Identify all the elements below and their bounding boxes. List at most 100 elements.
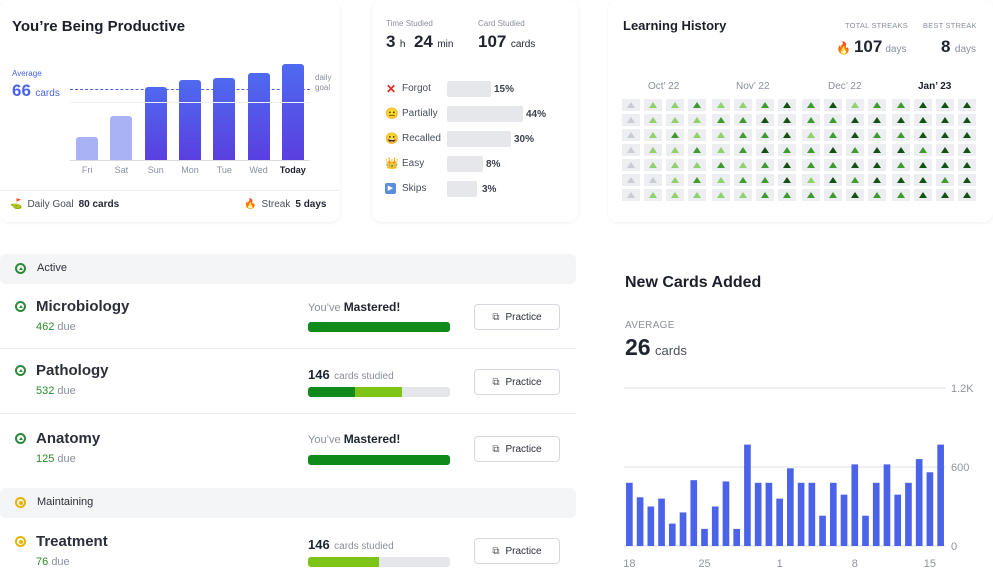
goal-line-label: daily goal bbox=[315, 73, 331, 93]
deck-row[interactable]: Anatomy 125 due You’ve Mastered! ⧉ Pract… bbox=[0, 416, 576, 482]
streak-mountain-icon bbox=[963, 192, 971, 198]
streak-mountain-icon bbox=[919, 147, 927, 153]
history-cell bbox=[756, 159, 774, 171]
deck-row[interactable]: Pathology 532 due 146 cards studied ⧉ Pr… bbox=[0, 350, 576, 412]
deck-row[interactable]: Microbiology 462 due You’ve Mastered! ⧉ … bbox=[0, 286, 576, 348]
progress-segment-mastered bbox=[308, 322, 450, 332]
streak-mountain-icon bbox=[649, 102, 657, 108]
streak-mountain-icon bbox=[941, 102, 949, 108]
history-cell bbox=[824, 174, 842, 186]
history-cell bbox=[622, 159, 640, 171]
deck-progress-bar bbox=[308, 387, 450, 397]
history-cell bbox=[666, 174, 684, 186]
history-cell bbox=[936, 99, 954, 111]
history-cell bbox=[644, 144, 662, 156]
deck-due: 125 due bbox=[36, 453, 76, 465]
streak-mountain-icon bbox=[897, 177, 905, 183]
streak-mountain-icon bbox=[693, 132, 701, 138]
practice-button[interactable]: ⧉ Practice bbox=[474, 304, 560, 330]
history-cell bbox=[846, 129, 864, 141]
x-tick-label: 15 bbox=[924, 558, 936, 570]
history-cell bbox=[914, 129, 932, 141]
streak-mountain-icon bbox=[941, 177, 949, 183]
streak-mountain-icon bbox=[717, 117, 725, 123]
status-text: Mastered! bbox=[343, 432, 401, 446]
streak-mountain-icon bbox=[873, 192, 881, 198]
practice-button[interactable]: ⧉ Practice bbox=[474, 538, 560, 564]
streak-mountain-icon bbox=[671, 177, 679, 183]
history-cell bbox=[778, 144, 796, 156]
active-icon bbox=[15, 263, 26, 274]
history-cell bbox=[688, 174, 706, 186]
history-cell bbox=[936, 174, 954, 186]
month-label: Oct’ 22 bbox=[648, 81, 680, 92]
minutes-value: 24 bbox=[413, 32, 433, 51]
history-cell bbox=[666, 159, 684, 171]
history-cell bbox=[734, 99, 752, 111]
streak-mountain-icon bbox=[761, 102, 769, 108]
progress-segment-mastered bbox=[308, 387, 355, 397]
streak-mountain-icon bbox=[649, 162, 657, 168]
history-cell bbox=[756, 99, 774, 111]
streak-mountain-icon bbox=[649, 147, 657, 153]
week-day-label: Sat bbox=[114, 165, 129, 175]
streak-mountain-icon bbox=[627, 177, 635, 183]
history-cell bbox=[868, 129, 886, 141]
history-cell bbox=[936, 129, 954, 141]
x-tick-label: 8 bbox=[852, 558, 858, 570]
rating-row: 😀 Recalled 30% bbox=[372, 131, 578, 149]
streak-mountain-icon bbox=[963, 117, 971, 123]
history-cell bbox=[802, 114, 820, 126]
history-cell bbox=[846, 144, 864, 156]
active-deck-icon bbox=[15, 301, 26, 312]
history-cell bbox=[824, 129, 842, 141]
practice-button[interactable]: ⧉ Practice bbox=[474, 369, 560, 395]
streak-mountain-icon bbox=[717, 102, 725, 108]
history-cell bbox=[802, 129, 820, 141]
flag-icon: ⛳ bbox=[10, 199, 23, 210]
new-cards-bar bbox=[797, 482, 805, 546]
streak-mountain-icon bbox=[873, 147, 881, 153]
history-cell bbox=[756, 114, 774, 126]
new-cards-bar bbox=[851, 464, 859, 546]
streak-mountain-icon bbox=[627, 192, 635, 198]
streak-mountain-icon bbox=[693, 177, 701, 183]
rating-pct: 3% bbox=[482, 184, 497, 195]
best-streak-value: 8 days bbox=[941, 37, 976, 57]
streak-mountain-icon bbox=[761, 162, 769, 168]
deck-row[interactable]: Treatment 76 due 146 cards studied ⧉ Pra… bbox=[0, 520, 576, 576]
deck-group-maintaining[interactable]: Maintaining bbox=[0, 488, 576, 518]
deck-name[interactable]: Treatment bbox=[36, 533, 108, 550]
cards-icon: ⧉ bbox=[492, 545, 500, 557]
deck-group-active[interactable]: Active bbox=[0, 254, 576, 284]
row-divider bbox=[0, 413, 576, 414]
history-cell bbox=[892, 189, 910, 201]
history-cell bbox=[824, 159, 842, 171]
practice-button[interactable]: ⧉ Practice bbox=[474, 436, 560, 462]
streak-mountain-icon bbox=[627, 162, 635, 168]
history-cell bbox=[712, 174, 730, 186]
history-cell bbox=[688, 159, 706, 171]
active-deck-icon bbox=[15, 433, 26, 444]
new-cards-bar bbox=[744, 444, 751, 546]
streak-mountain-icon bbox=[851, 162, 859, 168]
deck-name[interactable]: Anatomy bbox=[36, 430, 101, 447]
streak-mountain-icon bbox=[693, 102, 701, 108]
rating-bar bbox=[447, 106, 523, 122]
streak-mountain-icon bbox=[897, 132, 905, 138]
deck-name[interactable]: Microbiology bbox=[36, 298, 130, 315]
studied-count: 146 bbox=[308, 367, 330, 382]
rating-bar bbox=[447, 131, 511, 147]
streak-mountain-icon bbox=[941, 162, 949, 168]
week-day-label: Sun bbox=[147, 165, 164, 175]
daily-goal-value: 80 cards bbox=[78, 199, 120, 210]
new-cards-bar bbox=[872, 482, 880, 546]
history-cell bbox=[644, 189, 662, 201]
streak-mountain-icon bbox=[739, 177, 747, 183]
deck-name[interactable]: Pathology bbox=[36, 362, 109, 379]
history-cell bbox=[622, 129, 640, 141]
history-cell bbox=[958, 144, 976, 156]
streak-value: 5 days bbox=[295, 199, 327, 210]
history-cell bbox=[868, 189, 886, 201]
week-bar bbox=[110, 116, 133, 160]
